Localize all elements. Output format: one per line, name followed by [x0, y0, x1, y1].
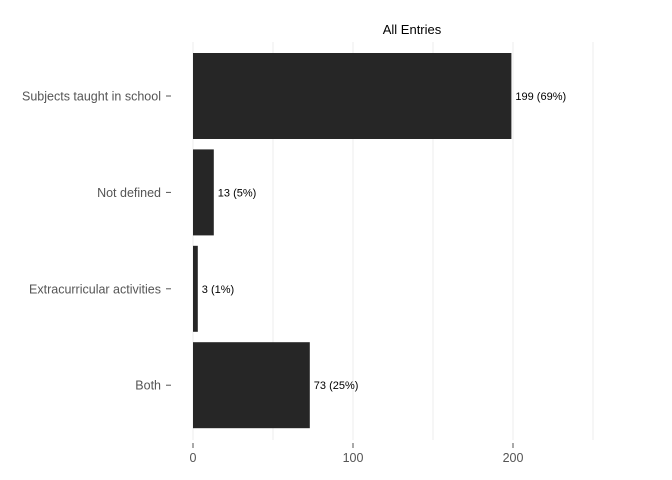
data-label: 73 (25%)	[314, 380, 359, 392]
category-axis: Subjects taught in school Not defined Extr…	[22, 90, 171, 393]
bar	[193, 53, 512, 139]
category-label: Extracurricular activities	[29, 282, 161, 296]
category-label: Not defined	[97, 186, 161, 200]
data-label: 3 (1%)	[202, 284, 234, 296]
bars	[193, 53, 512, 429]
chart-title: All Entries	[383, 22, 442, 37]
category-label: Subjects taught in school	[22, 90, 161, 104]
bar	[193, 342, 310, 429]
bar	[193, 149, 214, 236]
category-label: Both	[135, 379, 161, 393]
data-labels: 199 (69%) 13 (5%) 3 (1%) 73 (25%)	[202, 91, 566, 392]
bar	[193, 245, 198, 332]
data-label: 13 (5%)	[218, 187, 257, 199]
value-axis: 0 100 200	[190, 443, 524, 465]
value-tick-label: 0	[190, 451, 197, 465]
value-tick-label: 100	[343, 451, 364, 465]
value-tick-label: 200	[503, 451, 524, 465]
data-label: 199 (69%)	[515, 91, 566, 103]
